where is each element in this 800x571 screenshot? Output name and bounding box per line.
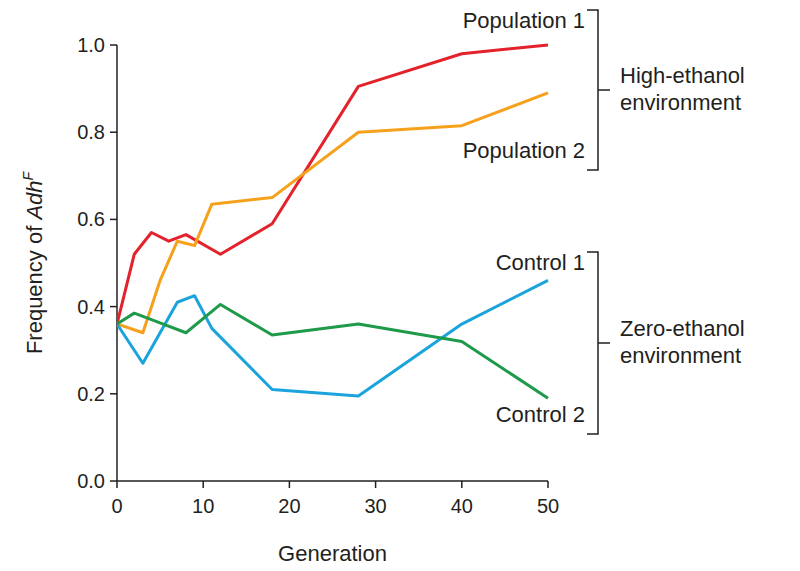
y-tick bbox=[110, 306, 117, 308]
series-line bbox=[117, 280, 548, 396]
x-tick bbox=[547, 481, 549, 488]
y-tick bbox=[110, 44, 117, 46]
series-label: Control 2 bbox=[496, 402, 585, 427]
y-tick-label: 1.0 bbox=[77, 34, 105, 56]
group-label: High-ethanol bbox=[620, 63, 745, 88]
group-bracket bbox=[587, 10, 610, 170]
y-tick bbox=[110, 393, 117, 395]
series-line bbox=[117, 304, 548, 398]
y-tick-label: 0.2 bbox=[77, 383, 105, 405]
x-tick bbox=[289, 481, 291, 488]
y-tick bbox=[110, 131, 117, 133]
y-tick bbox=[110, 480, 117, 482]
x-tick-label: 0 bbox=[111, 495, 122, 517]
plot-area bbox=[117, 45, 548, 398]
y-tick-label: 0.6 bbox=[77, 208, 105, 230]
x-tick-label: 20 bbox=[278, 495, 300, 517]
group-label: environment bbox=[620, 90, 741, 115]
x-tick-label: 30 bbox=[364, 495, 386, 517]
y-tick-label: 0.4 bbox=[77, 296, 105, 318]
group-label: environment bbox=[620, 343, 741, 368]
y-tick-label: 0.8 bbox=[77, 121, 105, 143]
x-tick-label: 50 bbox=[537, 495, 559, 517]
x-axis bbox=[117, 480, 548, 482]
series-label: Control 1 bbox=[496, 250, 585, 275]
x-tick bbox=[375, 481, 377, 488]
series-label: Population 1 bbox=[463, 8, 585, 33]
chart: 0.0 0.2 0.4 0.6 0.8 1.0 0 10 20 30 40 50 Generation F… bbox=[0, 0, 800, 571]
group-label: Zero-ethanol bbox=[620, 316, 745, 341]
x-axis-label: Generation bbox=[278, 541, 387, 566]
x-tick bbox=[202, 481, 204, 488]
y-axis-label: Frequency of AdhF bbox=[20, 170, 47, 354]
series-line bbox=[117, 93, 548, 333]
y-tick bbox=[110, 219, 117, 221]
x-tick-label: 40 bbox=[451, 495, 473, 517]
series-line bbox=[117, 45, 548, 324]
x-tick-label: 10 bbox=[192, 495, 214, 517]
y-axis bbox=[116, 45, 118, 481]
series-label: Population 2 bbox=[463, 138, 585, 163]
group-bracket bbox=[587, 252, 610, 434]
x-tick bbox=[116, 481, 118, 488]
y-tick-label: 0.0 bbox=[77, 470, 105, 492]
x-tick bbox=[461, 481, 463, 488]
